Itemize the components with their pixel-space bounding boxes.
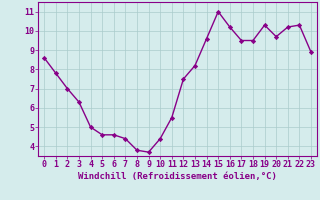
X-axis label: Windchill (Refroidissement éolien,°C): Windchill (Refroidissement éolien,°C) — [78, 172, 277, 181]
